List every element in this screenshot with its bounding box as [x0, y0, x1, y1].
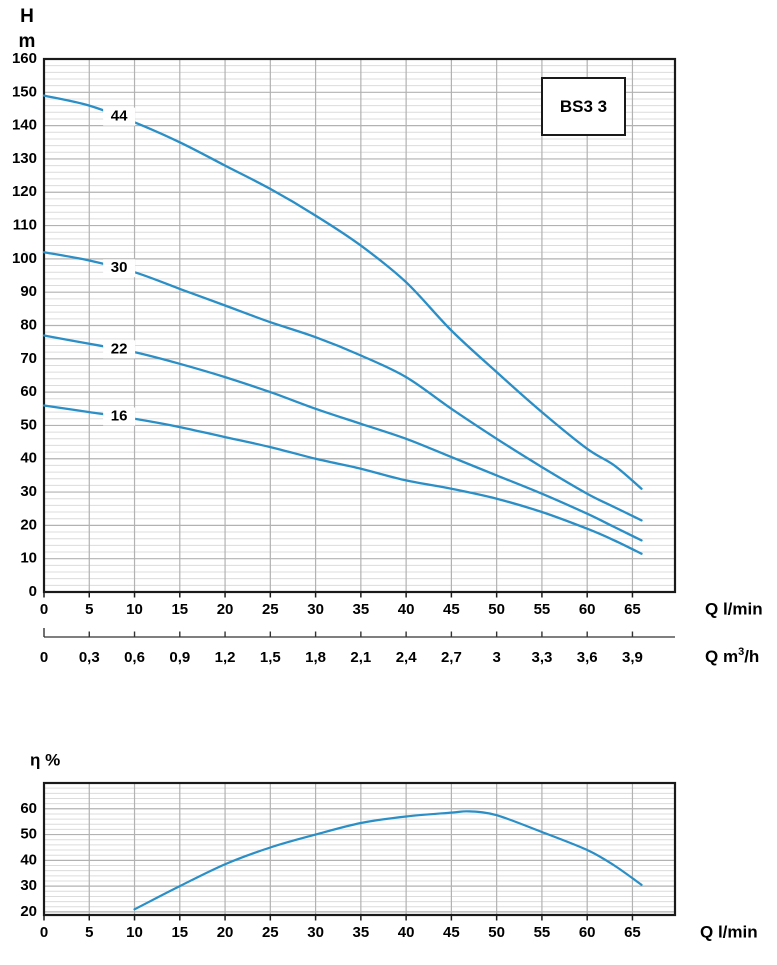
head-chart-y-tick-label: 10 [20, 550, 37, 567]
secondary-axis-tick-label: 2,7 [441, 649, 462, 666]
efficiency-chart-x-axis-title: Q l/min [700, 922, 758, 941]
head-chart-y-tick-label: 40 [20, 450, 37, 467]
efficiency-chart-x-tick-label: 45 [443, 924, 460, 941]
efficiency-chart-x-tick-label: 50 [488, 924, 505, 941]
efficiency-chart-y-tick-label: 50 [20, 826, 37, 843]
curve-label-mask-22 [103, 340, 136, 359]
head-chart-y-axis-title: m [19, 31, 36, 52]
head-chart-y-tick-label: 0 [29, 583, 37, 600]
pump-curve-22 [42, 334, 643, 542]
curve-label-mask-30 [103, 259, 136, 278]
secondary-axis-tick-label: 1,5 [260, 649, 281, 666]
secondary-axis-tick-label: 3 [492, 649, 500, 666]
efficiency-chart-x-tick-label: 35 [353, 924, 370, 941]
head-chart-y-tick-label: 120 [12, 183, 37, 200]
head-chart-y-tick-label: 100 [12, 250, 37, 267]
head-chart-x-tick-label: 50 [488, 601, 505, 618]
efficiency-chart-y-tick-label: 20 [20, 903, 37, 920]
model-box [541, 77, 626, 136]
head-chart-y-tick-label: 110 [13, 217, 37, 234]
secondary-axis-tick-label: 0,9 [169, 649, 190, 666]
head-chart-x-tick-label: 10 [126, 601, 143, 618]
head-chart-y-tick-label: 60 [20, 383, 37, 400]
secondary-axis-tick-label: 0 [40, 649, 48, 666]
secondary-axis-tick-label: 1,8 [305, 649, 326, 666]
head-chart-plot-border [42, 57, 677, 594]
efficiency-chart-x-tick-label: 0 [40, 924, 48, 941]
head-chart-y-axis-title: H [20, 6, 34, 27]
head-chart-y-tick-label: 130 [12, 150, 37, 167]
head-chart-x-tick-label: 45 [443, 601, 460, 618]
pump-curve-44 [42, 94, 643, 490]
efficiency-chart-x-tick-label: 40 [398, 924, 415, 941]
head-chart-x-tick-label: 25 [262, 601, 279, 618]
secondary-axis-tick-label: 2,4 [396, 649, 418, 666]
head-chart-y-tick-label: 30 [20, 483, 37, 500]
head-chart-x-tick-label: 35 [353, 601, 370, 618]
efficiency-chart-x-tick-label: 10 [126, 924, 143, 941]
head-chart-y-tick-label: 160 [12, 50, 37, 67]
efficiency-chart-x-tick-label: 55 [534, 924, 551, 941]
head-chart-x-tick-label: 30 [307, 601, 324, 618]
efficiency-chart-x-tick-label: 20 [217, 924, 234, 941]
efficiency-chart-x-tick-label: 30 [307, 924, 324, 941]
head-chart-y-tick-label: 70 [20, 350, 37, 367]
head-chart-x-tick-label: 55 [534, 601, 551, 618]
head-chart-x-tick-label: 15 [171, 601, 188, 618]
head-chart-y-tick-label: 20 [20, 516, 37, 533]
head-chart-x-axis-title: Q l/min [705, 599, 763, 618]
efficiency-curve [133, 810, 643, 911]
head-chart-y-tick-label: 80 [20, 316, 37, 333]
head-chart-y-tick-label: 90 [20, 283, 37, 300]
head-chart-y-tick-label: 140 [12, 117, 37, 134]
curve-label-44: 44 [111, 108, 128, 125]
head-chart-x2-axis-title: Q m3/h [705, 646, 759, 667]
efficiency-chart-x-tick-label: 5 [85, 924, 93, 941]
secondary-axis-tick-label: 3,9 [622, 649, 643, 666]
efficiency-chart-plot-border [42, 781, 677, 917]
efficiency-chart-title: η % [30, 750, 60, 769]
pump-curve-16 [42, 404, 643, 555]
head-chart-x-tick-label: 65 [624, 601, 641, 618]
pump-curve-30 [42, 251, 643, 522]
head-chart-y-tick-label: 150 [12, 83, 37, 100]
secondary-axis-tick-label: 0,6 [124, 649, 145, 666]
secondary-axis-tick-label: 2,1 [350, 649, 371, 666]
efficiency-chart-y-tick-label: 60 [20, 800, 37, 817]
head-chart-x-tick-label: 0 [40, 601, 48, 618]
head-chart-x-tick-label: 20 [217, 601, 234, 618]
curve-label-mask-16 [103, 407, 136, 426]
head-chart-x-tick-label: 40 [398, 601, 415, 618]
curve-label-30: 30 [111, 259, 128, 276]
head-chart-y-tick-label: 50 [20, 416, 37, 433]
head-chart-x-tick-label: 60 [579, 601, 596, 618]
secondary-axis-tick-label: 3,3 [531, 649, 552, 666]
curve-label-22: 22 [111, 340, 128, 357]
efficiency-chart-y-tick-label: 30 [20, 877, 37, 894]
efficiency-chart-y-tick-label: 40 [20, 851, 37, 868]
secondary-axis-tick-label: 3,6 [577, 649, 598, 666]
efficiency-chart-x-tick-label: 15 [171, 924, 188, 941]
secondary-axis-tick-label: 0,3 [79, 649, 100, 666]
model-box-label: BS3 3 [560, 97, 607, 116]
efficiency-chart-x-tick-label: 60 [579, 924, 596, 941]
curve-label-16: 16 [111, 407, 128, 424]
secondary-axis-tick-label: 1,2 [215, 649, 236, 666]
efficiency-chart-x-tick-label: 25 [262, 924, 279, 941]
curve-label-mask-44 [103, 107, 136, 126]
head-chart-x-tick-label: 5 [85, 601, 93, 618]
efficiency-chart-x-tick-label: 65 [624, 924, 641, 941]
